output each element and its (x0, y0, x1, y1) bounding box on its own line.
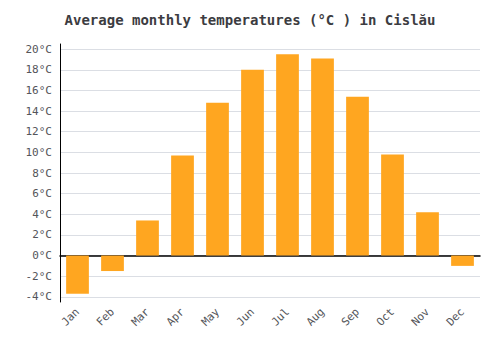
svg-text:4°C: 4°C (32, 208, 52, 221)
svg-text:Jul: Jul (269, 305, 292, 328)
svg-text:6°C: 6°C (32, 187, 52, 200)
svg-text:18°C: 18°C (26, 63, 53, 76)
svg-text:Aug: Aug (304, 305, 327, 328)
svg-text:Sep: Sep (339, 305, 362, 328)
svg-text:Jun: Jun (234, 305, 257, 328)
svg-text:10°C: 10°C (26, 146, 53, 159)
svg-text:Oct: Oct (374, 305, 397, 328)
svg-text:12°C: 12°C (26, 125, 53, 138)
svg-text:-4°C: -4°C (26, 290, 53, 303)
svg-text:May: May (199, 305, 222, 328)
svg-text:Jan: Jan (59, 305, 82, 328)
svg-text:Nov: Nov (409, 305, 432, 328)
svg-text:16°C: 16°C (26, 84, 53, 97)
svg-text:2°C: 2°C (32, 228, 52, 241)
svg-text:20°C: 20°C (26, 43, 53, 56)
svg-text:Average monthly temperatures (: Average monthly temperatures (°C ) in Ci… (65, 12, 436, 28)
svg-text:Mar: Mar (129, 305, 152, 328)
svg-text:14°C: 14°C (26, 105, 53, 118)
svg-text:0°C: 0°C (32, 249, 52, 262)
svg-text:Apr: Apr (164, 305, 187, 328)
svg-text:-2°C: -2°C (26, 270, 53, 283)
svg-text:Feb: Feb (94, 305, 117, 328)
svg-text:8°C: 8°C (32, 167, 52, 180)
svg-text:Dec: Dec (444, 305, 467, 328)
